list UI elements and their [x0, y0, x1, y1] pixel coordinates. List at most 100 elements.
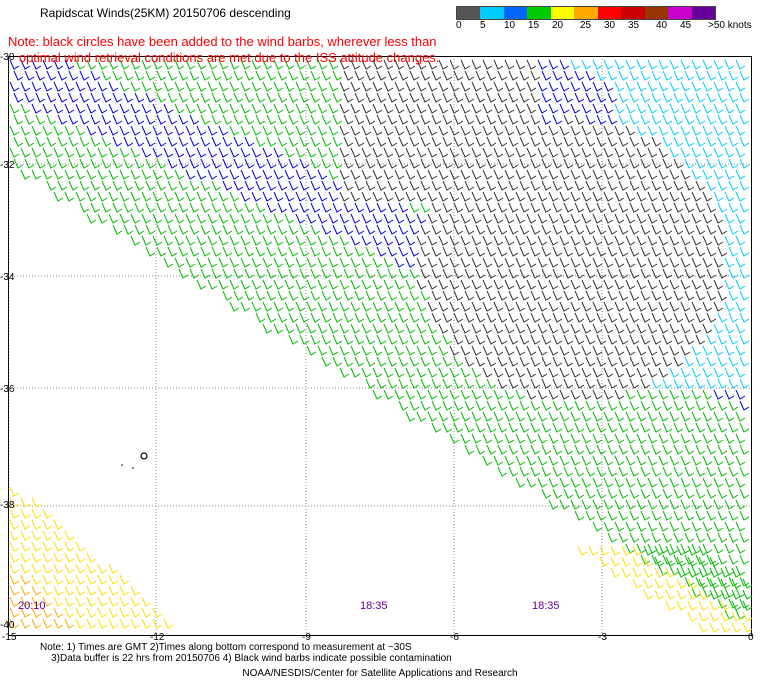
- wind-barb: [442, 202, 453, 213]
- wind-barb: [504, 257, 515, 268]
- wind-barb: [240, 169, 251, 180]
- wind-barb: [416, 169, 427, 180]
- wind-barb: [695, 312, 706, 323]
- wind-barb: [42, 552, 53, 563]
- wind-barb: [398, 356, 409, 367]
- wind-barb: [665, 545, 676, 556]
- wind-barb: [647, 433, 658, 444]
- wind-barb: [530, 224, 541, 235]
- wind-barb: [365, 202, 376, 213]
- wind-barb: [552, 378, 563, 389]
- wind-barb: [427, 301, 438, 312]
- wind-barb: [515, 103, 526, 114]
- wind-barb: [585, 510, 596, 521]
- wind-barb: [625, 477, 636, 488]
- wind-barb: [629, 334, 640, 345]
- wind-barb: [416, 389, 427, 400]
- wind-barb: [717, 114, 728, 125]
- wind-barb: [717, 466, 728, 477]
- wind-barb: [596, 488, 607, 499]
- wind-barb: [383, 59, 394, 70]
- wind-barb: [515, 323, 526, 334]
- wind-barb: [669, 521, 680, 532]
- wind-barb: [482, 213, 493, 224]
- wind-barb: [552, 180, 563, 191]
- wind-barb: [328, 213, 339, 224]
- map-title: Rapidscat Winds(25KM) 20150706 descendin…: [40, 6, 291, 20]
- wind-barb: [526, 279, 537, 290]
- wind-barb: [119, 213, 130, 224]
- wind-barb: [680, 477, 691, 488]
- wind-barb: [581, 147, 592, 158]
- wind-barb: [152, 169, 163, 180]
- wind-barb: [640, 532, 651, 543]
- wind-barb: [405, 411, 416, 422]
- wind-barb: [607, 268, 618, 279]
- wind-barb: [574, 114, 585, 125]
- wind-barb: [482, 389, 493, 400]
- wind-barb: [585, 312, 596, 323]
- wind-barb: [530, 334, 541, 345]
- wind-barb: [530, 136, 541, 147]
- wind-barb: [178, 180, 189, 191]
- wind-barb: [585, 224, 596, 235]
- wind-barb: [101, 180, 112, 191]
- wind-barb: [471, 213, 482, 224]
- island-dot: [121, 464, 123, 466]
- wind-barb: [651, 290, 662, 301]
- wind-barb: [453, 180, 464, 191]
- wind-barb: [141, 169, 152, 180]
- wind-barb: [328, 345, 339, 356]
- wind-barb: [134, 70, 145, 81]
- wind-barb: [596, 444, 607, 455]
- wind-barb: [438, 345, 449, 356]
- wind-barb: [614, 323, 625, 334]
- wind-barb: [563, 158, 574, 169]
- wind-barb: [310, 136, 321, 147]
- time-label-east: 18:35: [532, 600, 560, 612]
- wind-barb: [728, 576, 739, 587]
- wind-barb: [339, 213, 350, 224]
- wind-barb: [354, 70, 365, 81]
- wind-barb: [383, 279, 394, 290]
- wind-barb: [592, 235, 603, 246]
- wind-barb: [57, 158, 68, 169]
- wind-barb: [317, 125, 328, 136]
- wind-barb: [676, 567, 687, 578]
- wind-barb: [592, 455, 603, 466]
- wind-barb: [482, 59, 493, 70]
- wind-barb: [244, 158, 255, 169]
- wind-barb: [409, 290, 420, 301]
- wind-barb: [460, 257, 471, 268]
- wind-barb: [607, 224, 618, 235]
- wind-barb: [570, 301, 581, 312]
- wind-barb: [629, 356, 640, 367]
- wind-barb: [409, 356, 420, 367]
- wind-barb: [691, 521, 702, 532]
- wind-barb: [174, 169, 185, 180]
- wind-barb: [717, 532, 728, 543]
- wind-barb: [471, 301, 482, 312]
- wind-barb: [218, 191, 229, 202]
- wind-barb: [442, 268, 453, 279]
- wind-barb: [548, 323, 559, 334]
- wind-barb: [427, 367, 438, 378]
- wind-barb: [486, 180, 497, 191]
- wind-barb: [574, 488, 585, 499]
- wind-barb: [537, 455, 548, 466]
- wind-barb: [581, 235, 592, 246]
- wind-barb: [607, 246, 618, 257]
- wind-barb: [515, 81, 526, 92]
- wind-barb: [625, 257, 636, 268]
- wind-barb: [618, 488, 629, 499]
- wind-barb: [658, 521, 669, 532]
- wind-barb: [156, 180, 167, 191]
- wind-barb: [607, 202, 618, 213]
- wind-barb: [625, 59, 636, 70]
- wind-barb: [321, 312, 332, 323]
- wind-barb: [735, 455, 746, 466]
- wind-barb: [350, 301, 361, 312]
- wind-barb: [350, 235, 361, 246]
- wind-barb: [680, 433, 691, 444]
- wind-barb: [416, 367, 427, 378]
